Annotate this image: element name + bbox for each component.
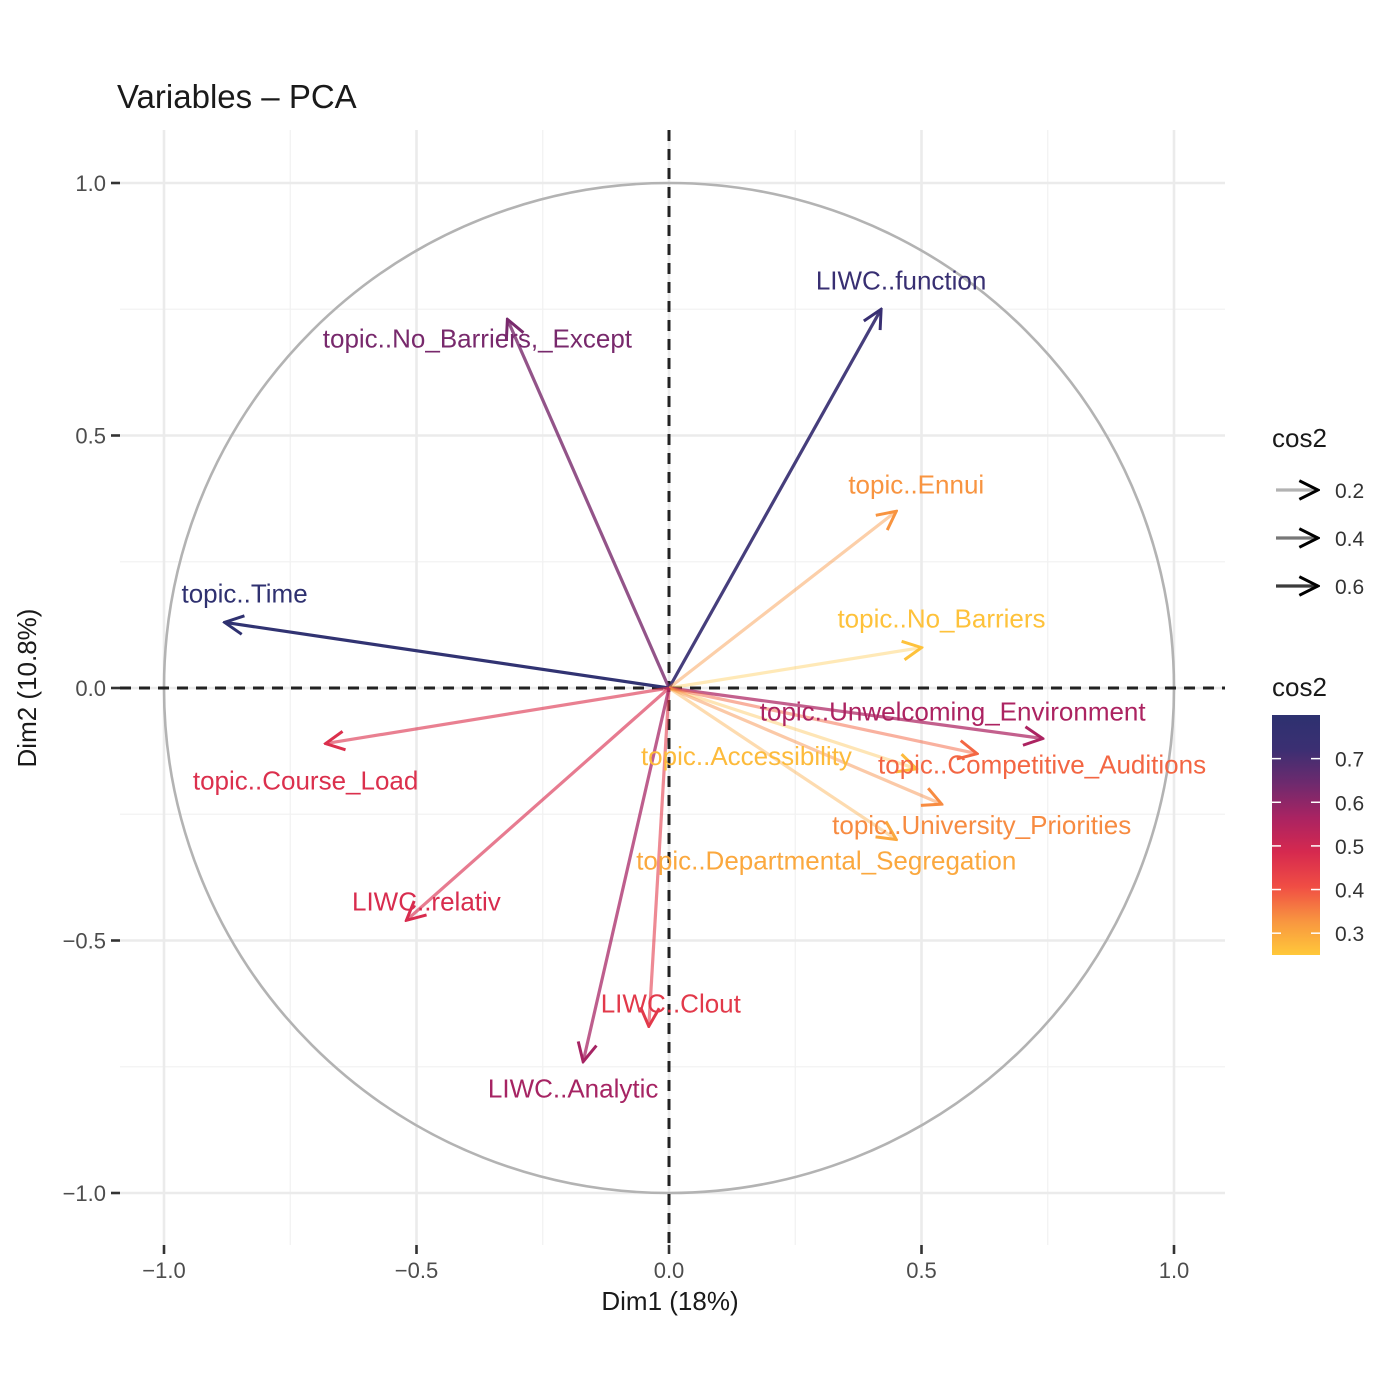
arrow-liwc-relativ [406,686,671,920]
colorbar-label: 0.3 [1335,923,1364,946]
x-tick-label: 0.0 [654,1258,685,1283]
x-tick-label: 0.5 [906,1258,937,1283]
variable-labels: topic..No_Barriers,_Except LIWC..function… [182,265,1207,1103]
label-topic-competitive-auditions: topic..Competitive_Auditions [878,750,1206,780]
arrow-topic-competitive-auditions [668,686,977,754]
legend-alpha-label: 0.6 [1335,576,1364,599]
x-tick-label: 1.0 [1159,1258,1190,1283]
label-topic-course-load: topic..Course_Load [193,766,418,796]
arrow-topic-course-load [326,686,670,744]
label-topic-no-barriers: topic..No_Barriers [837,604,1045,634]
colorbar-label: 0.6 [1335,792,1364,815]
label-topic-unwelcoming-environment: topic..Unwelcoming_Environment [760,697,1147,727]
label-topic-departmental-segregation: topic..Departmental_Segregation [636,846,1016,876]
colorbar-label: 0.7 [1335,749,1364,772]
arrow-topic-accessibility [668,686,916,769]
label-topic-ennui: topic..Ennui [848,469,984,499]
colorbar-label: 0.4 [1335,880,1365,903]
variable-arrows [225,309,1043,1061]
legend-color-title: cos2 [1272,672,1327,702]
y-tick-label: 1.0 [75,171,106,196]
chart-title: Variables – PCA [117,78,357,115]
y-tick-label: 0.0 [75,676,106,701]
label-topic-time: topic..Time [182,578,308,608]
legend-color: cos2 0.7 0.6 0.5 0.4 0.3 [1272,672,1365,955]
legend-alpha: cos2 0.2 0.4 0.6 [1272,423,1365,599]
y-tick-label: −0.5 [63,929,106,954]
arrow-topic-ennui [668,511,896,690]
x-tick-label: −1.0 [142,1258,185,1283]
x-axis-title: Dim1 (18%) [601,1286,738,1316]
arrow-liwc-clout [649,687,671,1026]
label-liwc-clout: LIWC..Clout [601,988,742,1018]
y-tick-label: 0.5 [75,424,106,449]
y-axis: 1.0 0.5 0.0 −0.5 −1.0 [63,171,120,1206]
arrow-liwc-function [667,309,881,689]
label-liwc-analytic: LIWC..Analytic [488,1074,659,1104]
label-liwc-function: LIWC..function [816,265,987,295]
arrow-topic-no-barriers [668,648,922,690]
legend-alpha-label: 0.2 [1335,480,1364,503]
label-topic-accessibility: topic..Accessibility [641,741,852,771]
arrow-topic-university-priorities [668,686,942,804]
arrow-topic-no-barriers-except [507,319,671,689]
arrow-topic-time [225,622,670,690]
colorbar [1272,715,1320,955]
legend-alpha-label: 0.4 [1335,528,1365,551]
x-tick-label: −0.5 [395,1258,438,1283]
label-topic-university-priorities: topic..University_Priorities [832,810,1131,840]
label-topic-no-barriers-except: topic..No_Barriers,_Except [323,323,633,353]
label-liwc-relativ: LIWC..relativ [352,886,501,916]
y-axis-title: Dim2 (10.8%) [12,609,42,768]
y-tick-label: −1.0 [63,1181,106,1206]
colorbar-label: 0.5 [1335,836,1364,859]
x-axis: −1.0 −0.5 0.0 0.5 1.0 [142,1245,1189,1283]
arrow-topic-departmental-segregation [668,686,896,840]
arrow-topic-unwelcoming-environment [668,686,1043,739]
legend-alpha-title: cos2 [1272,423,1327,453]
arrow-liwc-analytic [583,687,671,1062]
